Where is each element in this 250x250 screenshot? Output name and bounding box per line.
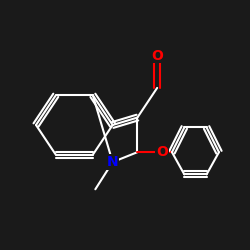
- Text: O: O: [156, 145, 168, 159]
- Text: N: N: [107, 155, 118, 169]
- Text: O: O: [151, 49, 163, 63]
